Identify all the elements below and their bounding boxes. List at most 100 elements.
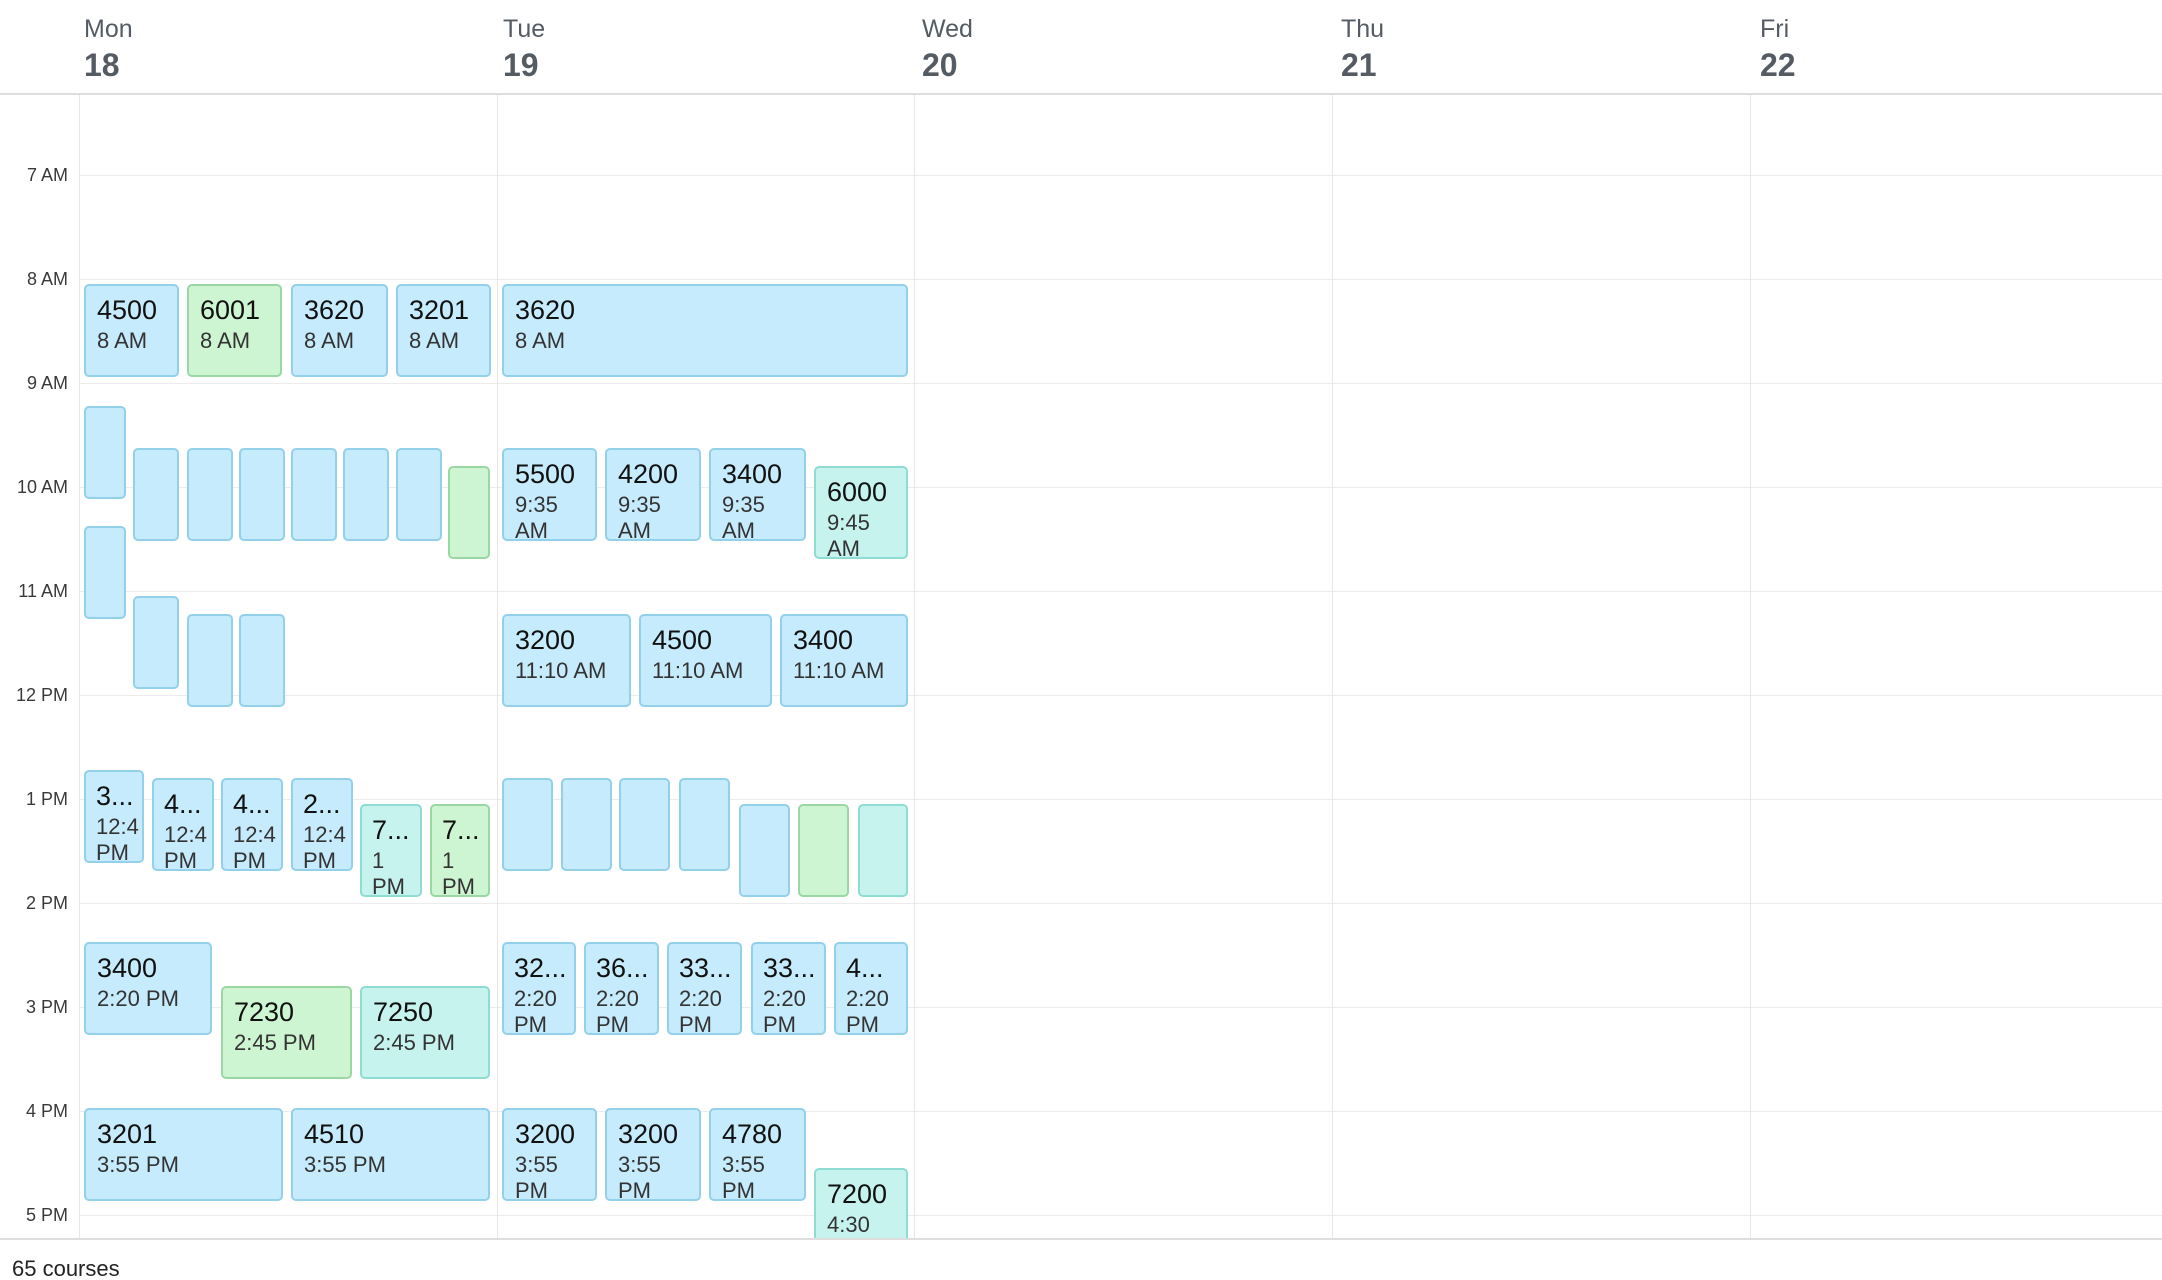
day-name: Wed (922, 15, 973, 43)
day-header-tue[interactable]: Tue 19 (503, 14, 545, 84)
course-event[interactable]: 4200 9:35 AM (605, 448, 701, 541)
course-event[interactable] (739, 804, 790, 897)
course-event[interactable]: 3200 3:55 PM (605, 1108, 701, 1201)
course-event[interactable] (84, 526, 126, 619)
course-event[interactable]: 3201 3:55 PM (84, 1108, 283, 1201)
course-event[interactable] (502, 778, 553, 871)
course-event[interactable] (239, 448, 285, 541)
course-event[interactable] (679, 778, 730, 871)
course-title: 4500 (652, 625, 713, 655)
course-title: 36... (596, 953, 649, 983)
day-divider (1750, 95, 1751, 1238)
day-header-thu[interactable]: Thu 21 (1341, 14, 1384, 84)
course-event[interactable]: 33... 2:20 PM (751, 942, 826, 1035)
course-event[interactable] (396, 448, 442, 541)
course-event[interactable]: 4... 12:4 PM (152, 778, 214, 871)
course-event[interactable]: 36... 2:20 PM (584, 942, 659, 1035)
course-event[interactable]: 7200 4:30 PM (814, 1168, 908, 1238)
day-number: 18 (84, 47, 120, 83)
course-title: 33... (763, 953, 816, 983)
course-time: 2:20 PM (596, 986, 639, 1035)
course-time: 3:55 PM (515, 1152, 558, 1201)
course-title: 6001 (200, 295, 261, 325)
course-event[interactable]: 4... 2:20 PM (834, 942, 908, 1035)
course-title: 3400 (793, 625, 854, 655)
course-event[interactable]: 7... 1 PM (360, 804, 422, 897)
course-event[interactable] (798, 804, 849, 897)
course-event[interactable] (239, 614, 285, 707)
course-title: 3200 (515, 1119, 576, 1149)
time-label: 4 PM (25, 1101, 68, 1121)
course-time: 2:20 PM (679, 986, 722, 1035)
course-time: 12:4 PM (96, 814, 139, 863)
course-event[interactable]: 6001 8 AM (187, 284, 282, 377)
course-event[interactable] (133, 596, 179, 689)
course-event[interactable] (187, 614, 233, 707)
course-event[interactable]: 3400 9:35 AM (709, 448, 806, 541)
day-divider (1332, 95, 1333, 1238)
hour-line (79, 1111, 2162, 1112)
day-number: 21 (1341, 47, 1377, 83)
course-title: 3620 (304, 295, 365, 325)
course-event[interactable]: 7250 2:45 PM (360, 986, 490, 1079)
day-header-fri[interactable]: Fri 22 (1760, 14, 1796, 84)
course-event[interactable]: 3400 2:20 PM (84, 942, 212, 1035)
course-event[interactable] (133, 448, 179, 541)
course-event[interactable] (291, 448, 337, 541)
course-event[interactable] (858, 804, 908, 897)
course-title: 3400 (97, 953, 158, 983)
time-grid[interactable]: 7 AM 8 AM 9 AM 10 AM 11 AM 12 PM 1 PM 2 … (0, 95, 2162, 1238)
course-event[interactable]: 3200 3:55 PM (502, 1108, 597, 1201)
course-event[interactable]: 3620 8 AM (291, 284, 388, 377)
hour-line (79, 1007, 2162, 1008)
course-time: 8 AM (97, 328, 148, 353)
course-event[interactable] (84, 406, 126, 499)
course-event[interactable]: 3400 11:10 AM (780, 614, 908, 707)
course-title: 3400 (722, 459, 783, 489)
course-time: 8 AM (304, 328, 355, 353)
course-time: 1 PM (442, 848, 475, 897)
course-event[interactable]: 4... 12:4 PM (221, 778, 283, 871)
course-event[interactable]: 4500 8 AM (84, 284, 179, 377)
course-title: 33... (679, 953, 732, 983)
day-divider (914, 95, 915, 1238)
time-label: 11 AM (18, 581, 68, 601)
course-time: 9:35 AM (722, 492, 765, 541)
course-event[interactable] (619, 778, 670, 871)
course-event[interactable]: 6000 9:45 AM (814, 466, 908, 559)
course-event[interactable]: 3200 11:10 AM (502, 614, 631, 707)
course-event[interactable] (561, 778, 612, 871)
course-title: 7230 (234, 997, 295, 1027)
status-bar: 65 courses (0, 1238, 2162, 1280)
course-time: 8 AM (409, 328, 460, 353)
time-label: 10 AM (16, 477, 68, 497)
course-event[interactable]: 32... 2:20 PM (502, 942, 576, 1035)
course-event[interactable]: 3... 12:4 PM (84, 770, 144, 863)
course-event[interactable] (343, 448, 389, 541)
course-event[interactable]: 3620 8 AM (502, 284, 908, 377)
course-title: 2... (303, 789, 341, 819)
course-event[interactable]: 3201 8 AM (396, 284, 491, 377)
course-title: 7200 (827, 1179, 888, 1209)
time-label: 8 AM (26, 269, 68, 289)
course-event[interactable]: 4780 3:55 PM (709, 1108, 806, 1201)
course-title: 6000 (827, 477, 888, 507)
course-time: 8 AM (515, 328, 566, 353)
day-name: Mon (84, 15, 133, 43)
course-event[interactable]: 4500 11:10 AM (639, 614, 772, 707)
day-header-mon[interactable]: Mon 18 (84, 14, 133, 84)
day-header-wed[interactable]: Wed 20 (922, 14, 973, 84)
course-event[interactable] (448, 466, 490, 559)
course-time: 3:55 PM (722, 1152, 765, 1201)
course-time: 11:10 AM (652, 658, 744, 683)
course-event[interactable]: 7230 2:45 PM (221, 986, 352, 1079)
course-event[interactable] (187, 448, 233, 541)
course-event[interactable]: 7... 1 PM (430, 804, 490, 897)
course-event[interactable]: 33... 2:20 PM (667, 942, 742, 1035)
course-event[interactable]: 2... 12:4 PM (291, 778, 353, 871)
course-event[interactable]: 5500 9:35 AM (502, 448, 597, 541)
week-header: Mon 18 Tue 19 Wed 20 Thu 21 Fri 22 (0, 0, 2162, 95)
course-title: 3201 (97, 1119, 158, 1149)
day-name: Fri (1760, 15, 1790, 43)
course-event[interactable]: 4510 3:55 PM (291, 1108, 490, 1201)
